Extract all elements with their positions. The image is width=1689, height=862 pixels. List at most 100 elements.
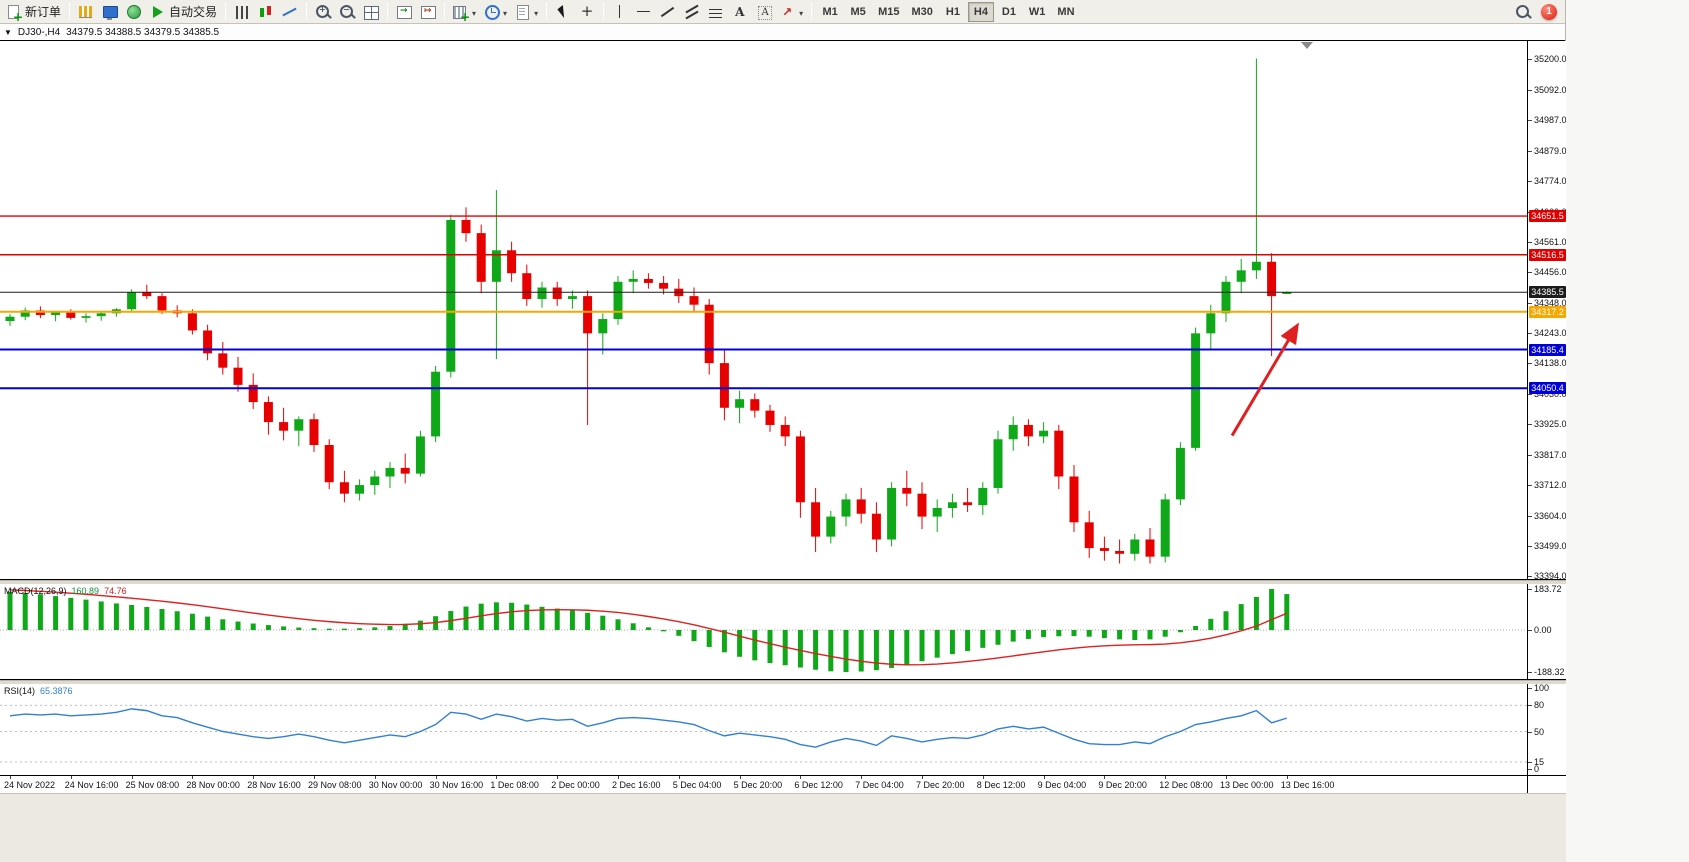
timeframe-m15-button[interactable]: M15 (873, 2, 904, 22)
rsi-scale-label: 0 (1528, 764, 1566, 775)
macd-scale-label: 183.72 (1528, 584, 1566, 595)
candle (963, 487, 973, 513)
timeframe-h4-button[interactable]: H4 (967, 1, 994, 22)
candle (309, 413, 319, 452)
macd-panel[interactable]: MACD(12,26,9) 160.89 74.76 183.72 0.00 -188.… (0, 584, 1566, 680)
trendline-button[interactable] (656, 1, 680, 22)
search-button[interactable] (1511, 1, 1535, 22)
price-chart-panel[interactable]: 35200.035092.034987.034879.034774.034666… (0, 41, 1566, 580)
macd-histogram-bar (493, 602, 499, 630)
macd-histogram-bar (83, 599, 89, 630)
candlestick-chart-button[interactable] (254, 1, 278, 22)
price-tick-label: 34879.0 (1528, 146, 1566, 157)
timeframe-h1-button[interactable]: H1 (940, 2, 966, 22)
timeframe-m30-button[interactable]: M30 (907, 2, 938, 22)
macd-histogram-bar (706, 630, 712, 647)
macd-histogram-bar (1025, 630, 1031, 639)
time-axis-label: 25 Nov 08:00 (125, 776, 180, 790)
macd-histogram-bar (98, 601, 104, 630)
tile-windows-button[interactable] (359, 1, 383, 22)
candle (1267, 253, 1277, 357)
macd-histogram-bar (402, 623, 408, 630)
candle (279, 407, 289, 441)
candle (20, 307, 30, 321)
macd-plot (0, 588, 1527, 673)
line-chart-button[interactable] (278, 1, 302, 22)
channel-button[interactable] (680, 1, 704, 22)
time-axis[interactable]: 24 Nov 2022 24 Nov 16:00 25 Nov 08:00 28 No… (0, 776, 1566, 793)
time-axis-label: 30 Nov 16:00 (429, 776, 484, 790)
candle (583, 290, 593, 425)
navigator-button[interactable] (122, 1, 146, 22)
rsi-line (9, 708, 1288, 748)
macd-histogram-bar (326, 628, 332, 630)
notification-badge[interactable]: 1 (1541, 3, 1557, 20)
candle (826, 510, 836, 544)
candle (1023, 419, 1033, 447)
timeframe-m5-button[interactable]: M5 (845, 2, 871, 22)
fibo-icon (708, 4, 724, 20)
panel-resize-divider[interactable] (0, 580, 1566, 584)
autotrading-button[interactable]: 自动交易 (146, 1, 221, 22)
play-green-icon (150, 4, 166, 20)
price-tick-label: 33604.0 (1528, 511, 1566, 522)
macd-histogram-bar (235, 621, 241, 630)
cursor-button[interactable] (551, 1, 575, 22)
fibonacci-button[interactable] (704, 1, 728, 22)
macd-histogram-bar (1269, 588, 1275, 630)
rsi-plot (0, 704, 1527, 763)
textA-icon (732, 4, 748, 20)
one-click-trading-toggle[interactable]: ▼ (4, 27, 12, 37)
periods-button[interactable] (480, 1, 511, 22)
candle (1221, 276, 1231, 322)
macd-histogram-bar (1208, 618, 1214, 630)
panel-resize-divider[interactable] (0, 680, 1566, 684)
horizontal-line-button[interactable] (632, 1, 656, 22)
price-tick-label: 34774.0 (1528, 176, 1566, 187)
macd-histogram-bar (281, 626, 287, 630)
price-tick-label: 34243.0 (1528, 328, 1566, 339)
macd-histogram-bar (1238, 604, 1244, 630)
timeframe-m1-button[interactable]: M1 (817, 2, 843, 22)
candle (871, 502, 881, 553)
templates-button[interactable] (511, 1, 542, 22)
chart-shift-marker[interactable] (1301, 42, 1313, 49)
macd-histogram-bar (7, 591, 13, 630)
timeframe-mn-button[interactable]: MN (1052, 2, 1079, 22)
macd-histogram-bar (189, 613, 195, 630)
price-chart-plot[interactable] (0, 41, 1527, 579)
market-watch-button[interactable] (74, 1, 98, 22)
autotrading-button-label: 自动交易 (169, 5, 218, 19)
candle (856, 487, 866, 524)
data-window-button[interactable] (98, 1, 122, 22)
price-tick-label: 35200.0 (1528, 54, 1566, 65)
text-label-button[interactable] (752, 1, 776, 22)
timeframe-w1-button[interactable]: W1 (1024, 2, 1051, 22)
macd-histogram-bar (311, 628, 317, 630)
text-button[interactable] (728, 1, 752, 22)
zoom-in-button[interactable] (311, 1, 335, 22)
candle (203, 324, 213, 361)
timeframe-d1-button[interactable]: D1 (996, 2, 1022, 22)
candle (96, 311, 106, 321)
arrows-button[interactable] (776, 1, 807, 22)
clock-icon (484, 4, 501, 20)
bar-chart-button[interactable] (230, 1, 254, 22)
trend-arrow-annotation[interactable] (1230, 322, 1299, 437)
chart-shift-button[interactable] (416, 1, 440, 22)
crosshair-button[interactable] (575, 1, 599, 22)
candle (993, 430, 1003, 494)
candle (263, 396, 273, 435)
rsi-panel[interactable]: RSI(14) 65.3876 100 80 50 15 0 (0, 684, 1566, 776)
macd-histogram-bar (250, 623, 256, 630)
new-chart-button[interactable] (449, 1, 480, 23)
vertical-line-button[interactable] (608, 1, 632, 22)
candle (233, 356, 243, 392)
price-axis[interactable]: 35200.035092.034987.034879.034774.034666… (1527, 41, 1566, 579)
macd-histogram-bar (265, 625, 271, 630)
macd-histogram-bar (995, 630, 1001, 645)
auto-scroll-button[interactable] (392, 1, 416, 22)
new-order-button[interactable]: 新订单 (2, 1, 65, 23)
candle (248, 373, 258, 409)
zoom-out-button[interactable] (335, 1, 359, 22)
